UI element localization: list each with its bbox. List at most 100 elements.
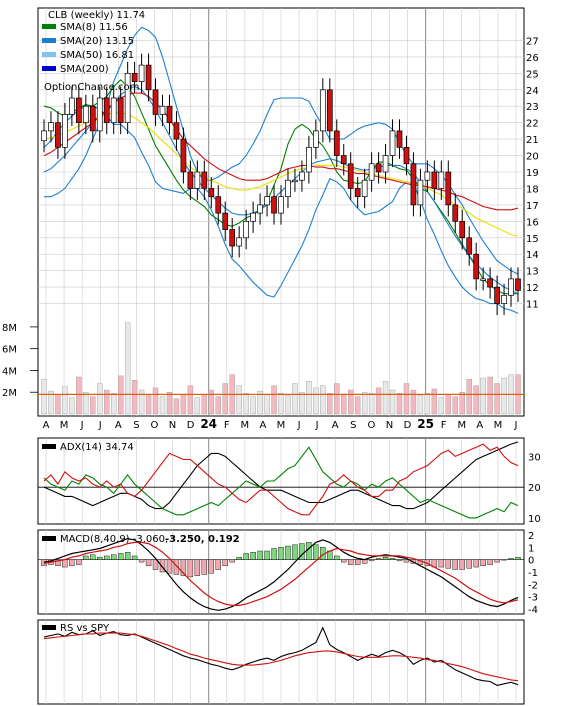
candle-body (173, 122, 180, 140)
volume-bar (243, 393, 249, 415)
volume-bar (41, 378, 47, 415)
candle-body (487, 278, 493, 288)
volume-bar (180, 394, 187, 415)
volume-bar (208, 389, 214, 415)
candle-body (299, 171, 305, 181)
volume-bar (361, 392, 368, 415)
candle-body (180, 138, 187, 173)
candle-body (55, 122, 61, 148)
x-tick-label: M (60, 420, 69, 431)
candle-body (96, 97, 103, 132)
volume-bar (327, 393, 333, 415)
macd-histogram-bar (131, 555, 138, 560)
adx-title: ADX(14) 34.74 (60, 442, 134, 453)
macd-histogram-bar (334, 555, 340, 560)
candle-body (319, 89, 326, 132)
volume-bar (215, 396, 221, 415)
candle-body (515, 278, 521, 291)
candle-body (229, 229, 236, 247)
volume-bar (389, 389, 396, 415)
candle-body (410, 163, 417, 206)
price-y-tick: 21 (526, 135, 539, 146)
volume-bar (473, 385, 479, 415)
price-y-tick: 26 (526, 53, 539, 64)
volume-bar (459, 392, 465, 415)
candle-body (201, 171, 208, 189)
candle-body (62, 114, 68, 148)
volume-bar (264, 394, 270, 415)
rs-legend-swatch (42, 625, 56, 630)
volume-bar (313, 387, 319, 415)
volume-bar (480, 377, 486, 415)
volume-bar (438, 397, 445, 415)
candle-body (445, 171, 452, 206)
macd-y-tick: 0 (528, 556, 534, 567)
x-tick-label: M (277, 420, 286, 431)
macd-histogram-bar (368, 559, 375, 562)
candle-body (243, 220, 249, 239)
x-tick-label: F (224, 420, 230, 431)
candle-body (89, 105, 96, 132)
price-y-tick: 19 (526, 168, 539, 179)
candle-body (278, 196, 284, 214)
volume-bar (166, 392, 173, 415)
candle-body (466, 237, 473, 255)
volume-bar (320, 385, 326, 415)
volume-bar (104, 389, 110, 415)
legend-label: SMA(20) 13.15 (60, 36, 134, 47)
volume-bar (145, 394, 152, 415)
volume-bar (159, 396, 166, 415)
price-y-tick: 15 (526, 234, 539, 245)
macd-histogram-bar (480, 559, 486, 567)
volume-bar (131, 380, 138, 415)
volume-bar (201, 394, 208, 415)
macd-histogram-bar (250, 552, 256, 560)
macd-histogram-bar (194, 559, 201, 576)
legend-label: SMA(8) 11.56 (60, 22, 128, 33)
macd-histogram-bar (348, 559, 354, 565)
volume-bar (292, 383, 298, 415)
legend-swatch (42, 24, 56, 29)
volume-bar (222, 383, 228, 415)
volume-bar (236, 385, 242, 415)
volume-y-tick: 8M (2, 323, 17, 334)
x-tick-label: M (494, 420, 503, 431)
macd-histogram-bar (452, 559, 458, 570)
candle-body (438, 171, 445, 189)
volume-bar (76, 376, 82, 415)
price-y-tick: 22 (526, 119, 539, 130)
price-y-tick: 13 (526, 267, 539, 278)
candle-body (480, 278, 486, 281)
volume-bar (97, 383, 103, 415)
price-y-tick: 11 (526, 300, 539, 311)
volume-bar (396, 393, 403, 415)
volume-bar (90, 396, 96, 415)
volume-y-tick: 2M (2, 388, 17, 399)
x-tick-label: O (367, 420, 375, 431)
macd-histogram-bar (152, 559, 159, 570)
macd-histogram-bar (229, 559, 235, 563)
price-y-tick: 16 (526, 217, 539, 228)
macd-histogram-bar (55, 559, 61, 567)
volume-bar (466, 378, 472, 415)
macd-histogram-bar (389, 558, 396, 560)
volume-bar (348, 389, 354, 415)
macd-signal-line (43, 541, 519, 607)
macd-line (43, 537, 519, 611)
macd-histogram-bar (306, 542, 312, 560)
candle-body (250, 212, 256, 222)
price-y-tick: 27 (526, 36, 539, 47)
candle-body (41, 130, 47, 142)
x-tick-label: N (169, 420, 176, 431)
volume-bar (334, 383, 340, 415)
volume-bar (62, 386, 68, 415)
macd-histogram-bar (69, 559, 75, 567)
adx-line (43, 441, 519, 510)
volume-bar (111, 393, 117, 415)
price-y-tick: 12 (526, 283, 539, 294)
macd-histogram-bar (501, 559, 507, 561)
candle-body (501, 294, 507, 304)
x-tick-label: N (386, 420, 393, 431)
